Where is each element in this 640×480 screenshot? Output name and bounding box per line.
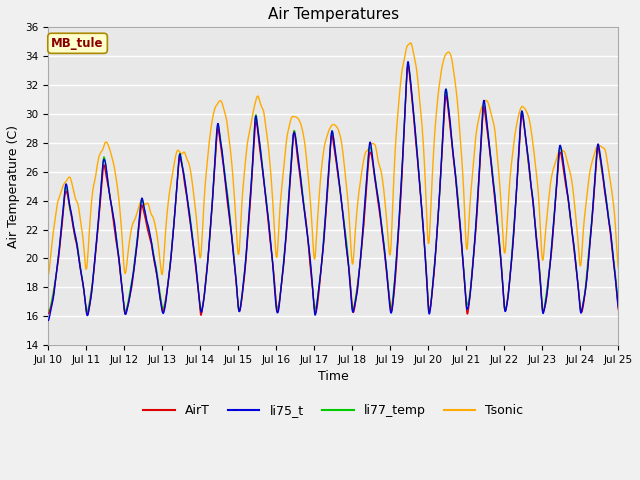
li75_t: [422, 274, 430, 279]
li75_t: [547, 248, 555, 254]
li77_temp: [548, 245, 556, 251]
Tsonic: [235, 250, 243, 255]
Tsonic: [422, 205, 430, 211]
Tsonic: [497, 198, 505, 204]
li77_temp: [158, 302, 166, 308]
li75_t: [235, 308, 243, 314]
li75_t: [45, 317, 52, 323]
AirT: [548, 249, 556, 254]
Tsonic: [45, 272, 52, 277]
Text: MB_tule: MB_tule: [51, 37, 104, 50]
AirT: [404, 63, 412, 69]
Line: li75_t: li75_t: [49, 61, 618, 320]
li75_t: [157, 303, 165, 309]
li75_t: [404, 59, 412, 64]
AirT: [197, 312, 205, 318]
Title: Air Temperatures: Air Temperatures: [268, 7, 399, 22]
Tsonic: [157, 270, 165, 276]
Line: Tsonic: Tsonic: [49, 43, 618, 275]
Tsonic: [614, 265, 622, 271]
Tsonic: [406, 40, 414, 46]
li77_temp: [172, 199, 179, 205]
li77_temp: [45, 308, 52, 313]
Y-axis label: Air Temperature (C): Air Temperature (C): [7, 125, 20, 248]
X-axis label: Time: Time: [318, 371, 349, 384]
li75_t: [172, 204, 179, 210]
AirT: [157, 302, 165, 308]
li77_temp: [236, 308, 243, 314]
li75_t: [497, 258, 505, 264]
li77_temp: [614, 301, 622, 307]
li77_temp: [404, 61, 412, 67]
Line: AirT: AirT: [49, 66, 618, 315]
AirT: [614, 307, 622, 313]
Line: li77_temp: li77_temp: [49, 64, 618, 312]
AirT: [497, 262, 505, 268]
li77_temp: [423, 275, 431, 281]
Legend: AirT, li75_t, li77_temp, Tsonic: AirT, li75_t, li77_temp, Tsonic: [138, 399, 529, 422]
li77_temp: [497, 259, 505, 265]
AirT: [172, 205, 179, 211]
Tsonic: [547, 176, 555, 182]
AirT: [236, 308, 243, 314]
Tsonic: [172, 155, 179, 161]
AirT: [45, 311, 52, 316]
AirT: [423, 276, 431, 281]
li75_t: [614, 305, 622, 311]
li77_temp: [83, 309, 91, 315]
